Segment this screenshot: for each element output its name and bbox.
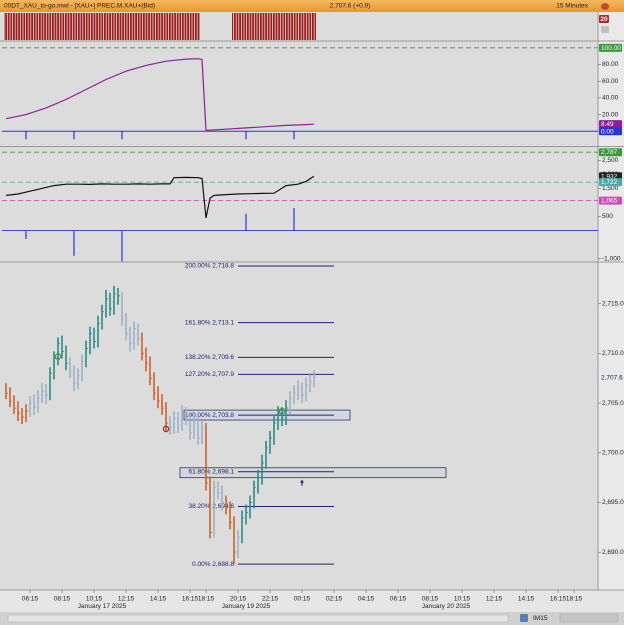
y-tick-label: 2,710.0 bbox=[602, 350, 624, 357]
x-tick-label: 18:15 bbox=[198, 596, 215, 603]
fib-label: 61.80% 2,698.1 bbox=[188, 468, 234, 475]
x-tick-label: 08:15 bbox=[54, 596, 71, 603]
value-tag-label: 1,722 bbox=[601, 179, 618, 186]
value-tag-label: 8.49 bbox=[601, 121, 614, 128]
date-label: January 19 2025 bbox=[222, 603, 271, 610]
scrollbar[interactable] bbox=[7, 614, 509, 623]
y-tick-label: 2,695.0 bbox=[602, 499, 624, 506]
x-tick-label: 14:15 bbox=[518, 596, 535, 603]
x-tick-label: 04:15 bbox=[358, 596, 375, 603]
time-axis-area bbox=[0, 590, 624, 612]
fib-label: 138.20% 2,709.6 bbox=[185, 354, 235, 361]
x-tick-label: 00:15 bbox=[294, 596, 311, 603]
value-tag-label: 1,065 bbox=[601, 198, 618, 205]
y-tick-label: 500 bbox=[602, 213, 613, 220]
range-bar bbox=[232, 13, 316, 40]
x-tick-label: 12:15 bbox=[118, 596, 135, 603]
title-bar bbox=[0, 0, 624, 12]
date-label: January 20 2025 bbox=[422, 603, 471, 610]
x-tick-label: 10:15 bbox=[86, 596, 103, 603]
y-tick-label: 2,500 bbox=[602, 157, 619, 164]
x-tick-label: 20:15 bbox=[230, 596, 247, 603]
x-tick-label: 18:15 bbox=[566, 596, 583, 603]
value-tag-label: 100.00 bbox=[601, 45, 621, 52]
window-button[interactable] bbox=[601, 3, 609, 10]
value-tag bbox=[599, 196, 622, 205]
fib-label: 0.00% 2,688.8 bbox=[192, 561, 234, 568]
x-tick-label: 22:15 bbox=[262, 596, 279, 603]
value-tag-label: 2,787 bbox=[601, 149, 618, 156]
x-tick-label: 08:15 bbox=[422, 596, 439, 603]
y-tick-label: -1,000 bbox=[602, 255, 621, 262]
y-tick-label: 60.00 bbox=[602, 78, 619, 85]
range-bar bbox=[4, 13, 200, 40]
signal-marker bbox=[54, 353, 62, 360]
value-tag-label: 1,932 bbox=[601, 173, 618, 180]
fib-label: 200.00% 2,718.8 bbox=[185, 263, 235, 270]
value-tag bbox=[599, 43, 622, 52]
y-tick-label: 80.00 bbox=[602, 61, 619, 68]
arrow-marker bbox=[300, 479, 304, 486]
y-tick-label: 2,715.0 bbox=[602, 300, 624, 307]
price-axis-area bbox=[598, 12, 624, 590]
x-tick-label: 02:15 bbox=[326, 596, 343, 603]
y-tick-label: 2,700.0 bbox=[602, 450, 624, 457]
badge-text: 20 bbox=[600, 16, 608, 23]
x-tick-label: 06:15 bbox=[22, 596, 39, 603]
y-tick-label: 1,500 bbox=[602, 185, 619, 192]
x-tick-label: 14:15 bbox=[150, 596, 167, 603]
value-tag bbox=[599, 120, 622, 129]
value-tag-label: 0.00 bbox=[601, 128, 614, 135]
indicator-line bbox=[5, 175, 315, 219]
interval-icon[interactable] bbox=[520, 614, 528, 622]
zone-box bbox=[179, 467, 447, 479]
zoom-control[interactable] bbox=[559, 613, 619, 623]
date-label: January 17 2025 bbox=[78, 603, 127, 610]
value-tag-label: 2,707.6 bbox=[601, 374, 623, 381]
y-tick-label: 2,705.0 bbox=[602, 400, 624, 407]
x-tick-label: 10:15 bbox=[454, 596, 471, 603]
fib-label: 100.00% 2,703.8 bbox=[185, 412, 235, 419]
y-tick-label: 40.00 bbox=[602, 95, 619, 102]
signal-marker bbox=[278, 407, 286, 415]
fib-label: 127.20% 2,707.9 bbox=[185, 371, 235, 378]
fib-label: 161.80% 2,713.1 bbox=[185, 319, 235, 326]
indicator-line bbox=[5, 58, 315, 132]
y-tick-label: 20.00 bbox=[602, 111, 619, 118]
x-tick-label: 16:15 bbox=[182, 596, 199, 603]
y-tick-label: 2,690.0 bbox=[602, 549, 624, 556]
window-button[interactable] bbox=[601, 26, 609, 33]
window-title: 00DT_XAU_to-go.mwl - [XAU+] PREC.M.XAU+(… bbox=[4, 3, 155, 10]
value-tag bbox=[599, 127, 622, 136]
fib-label: 38.20% 2,694.6 bbox=[188, 503, 234, 510]
value-tag bbox=[599, 148, 622, 157]
badge[interactable] bbox=[599, 15, 609, 23]
footer-label: IM15 bbox=[533, 615, 548, 622]
value-tag bbox=[599, 373, 622, 382]
x-tick-label: 16:15 bbox=[550, 596, 567, 603]
quote: 2,707.6 (+0.9) bbox=[330, 3, 371, 10]
signal-marker bbox=[162, 425, 170, 433]
x-tick-label: 06:15 bbox=[390, 596, 407, 603]
x-tick-label: 12:15 bbox=[486, 596, 503, 603]
value-tag bbox=[599, 178, 622, 187]
interval: 15 Minutes bbox=[556, 3, 589, 10]
